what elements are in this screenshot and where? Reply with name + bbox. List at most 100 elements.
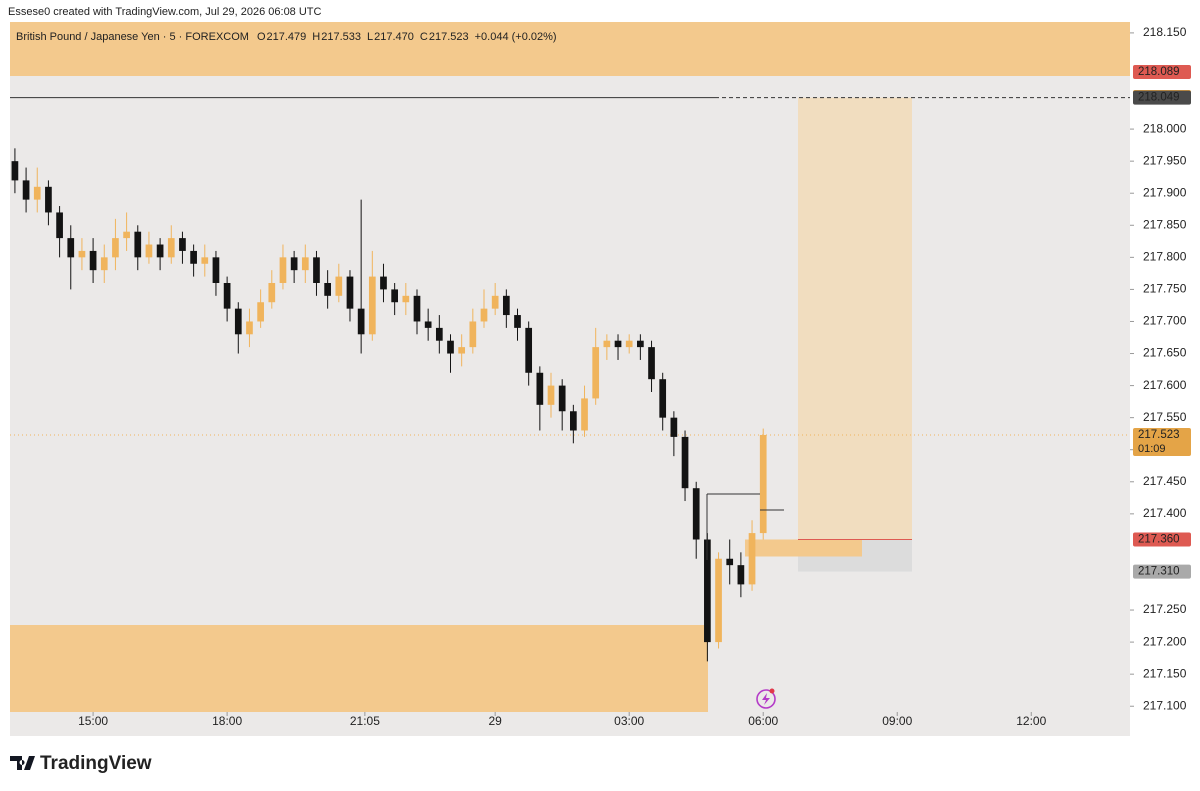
candle-body <box>301 257 309 271</box>
legend-key: L <box>367 31 373 43</box>
price-label: 218.049 <box>1138 92 1180 104</box>
candle-body <box>670 417 678 437</box>
x-tick-label: 21:05 <box>350 714 380 728</box>
alert-dot <box>769 688 775 694</box>
entry-zone <box>745 539 862 557</box>
candle-body <box>536 372 544 405</box>
candle-body <box>89 250 97 271</box>
candle-body <box>435 327 443 341</box>
x-tick-label: 03:00 <box>614 714 644 728</box>
candle-body <box>156 244 164 258</box>
candle-body <box>246 321 253 335</box>
candle-body <box>681 436 689 489</box>
y-tick-label: 218.000 <box>1143 121 1187 135</box>
candle-body <box>145 244 153 258</box>
y-tick-label: 217.900 <box>1143 185 1187 199</box>
price-label-box <box>1133 532 1191 547</box>
price-label-box <box>1133 90 1191 105</box>
candle-body <box>715 558 722 643</box>
candle-body <box>659 379 667 418</box>
legend-value: 217.470 <box>374 31 414 43</box>
candle-body <box>603 340 611 348</box>
y-tick-label: 217.700 <box>1143 314 1187 328</box>
axes: 218.150 218.000 217.950 217.900 217.850 217.8… <box>78 25 1191 728</box>
y-tick-label: 217.750 <box>1143 282 1187 296</box>
price-label-box <box>1133 427 1191 456</box>
candle-body <box>123 231 130 239</box>
x-tick-label: 18:00 <box>212 714 242 728</box>
price-label: 217.310 <box>1138 566 1180 578</box>
price-label: 217.360 <box>1138 534 1180 546</box>
candle-body <box>257 302 264 322</box>
candle-body <box>759 434 767 534</box>
candle-body <box>357 308 365 335</box>
candle-body <box>380 276 387 290</box>
price-label-box <box>1133 564 1191 579</box>
legend-key: C <box>420 31 428 43</box>
candle-body <box>570 411 577 431</box>
candle-body <box>413 295 421 322</box>
price-axis <box>1130 22 1200 736</box>
candle-body <box>592 347 600 399</box>
candle-body <box>625 340 633 348</box>
candle-body <box>33 186 41 200</box>
y-tick-label: 217.800 <box>1143 250 1187 264</box>
target-zone <box>798 97 912 540</box>
candle-body <box>134 231 142 258</box>
candle-body <box>313 257 320 283</box>
candle-body <box>558 385 566 412</box>
candle-body <box>737 565 745 585</box>
candle-body <box>67 238 75 258</box>
candle-body <box>547 385 555 405</box>
y-tick-label: 217.400 <box>1143 506 1187 520</box>
candle-body <box>447 340 454 354</box>
y-tick-label: 217.200 <box>1143 634 1187 648</box>
header: Essese0 created with TradingView.com, Ju… <box>8 6 322 18</box>
candle-body <box>704 539 711 643</box>
y-tick-label: 217.100 <box>1143 698 1187 712</box>
y-tick-label: 218.150 <box>1143 25 1187 39</box>
candle-body <box>514 315 521 328</box>
candle-body <box>279 257 287 283</box>
alert-icon[interactable] <box>756 689 776 709</box>
y-tick-label: 217.850 <box>1143 217 1187 231</box>
candle-body <box>391 289 399 303</box>
candle-body <box>179 238 186 251</box>
candle-body <box>201 257 209 264</box>
candle-body <box>234 308 242 335</box>
candle-body <box>190 250 197 264</box>
supply-zone <box>10 22 1130 76</box>
candle-body <box>223 282 231 309</box>
x-tick-label: 09:00 <box>882 714 912 728</box>
legend-value: 217.523 <box>429 31 469 43</box>
price-label-box <box>1133 65 1191 80</box>
y-tick-label: 217.600 <box>1143 378 1187 392</box>
x-tick-label: 29 <box>488 714 502 728</box>
drawings <box>10 97 1130 572</box>
candle-body <box>424 321 432 328</box>
candle-body <box>335 276 343 296</box>
candle-body <box>167 238 175 258</box>
candle-body <box>692 488 700 540</box>
candle-body <box>11 161 19 181</box>
candle-body <box>637 340 644 348</box>
price-label: 218.089 <box>1138 66 1180 78</box>
y-tick-label: 217.550 <box>1143 410 1187 424</box>
candle-body <box>648 347 655 380</box>
candle-body <box>726 558 734 566</box>
y-tick-label: 217.250 <box>1143 602 1187 616</box>
candle-body <box>491 295 499 309</box>
demand-zone <box>10 625 708 712</box>
candle-body <box>469 321 477 348</box>
candle-body <box>346 276 354 309</box>
x-tick-label: 12:00 <box>1016 714 1046 728</box>
candle-body <box>22 180 30 200</box>
candle-body <box>78 250 86 258</box>
candle-body <box>581 398 588 431</box>
candle-body <box>458 347 466 354</box>
candles <box>11 148 767 662</box>
legend-key: O <box>257 31 266 43</box>
y-tick-label: 217.650 <box>1143 346 1187 360</box>
legend-value: 217.533 <box>321 31 361 43</box>
